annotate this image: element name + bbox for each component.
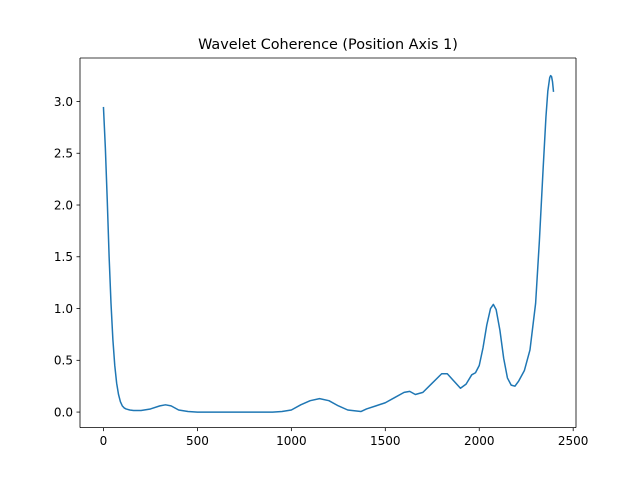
x-tick-label: 0	[100, 434, 108, 448]
y-tick-label: 3.0	[54, 95, 73, 109]
x-tick-label: 2500	[558, 434, 589, 448]
y-tick-label: 0.5	[54, 354, 73, 368]
axes-layer	[79, 57, 577, 429]
y-tick-label: 1.0	[54, 302, 73, 316]
x-tick-label: 1000	[276, 434, 307, 448]
y-tick-label: 2.0	[54, 198, 73, 212]
x-tick-label: 500	[186, 434, 209, 448]
series-layer	[102, 74, 555, 413]
plot-area	[80, 58, 576, 428]
y-tick-label: 0.0	[54, 405, 73, 419]
series-line-0	[102, 74, 555, 413]
x-tick-label: 1500	[370, 434, 401, 448]
y-tick-label: 2.5	[54, 147, 73, 161]
y-axis-ticks: 0.0 0.5 1.0 1.5 2.0 2.5 3.0	[54, 95, 80, 419]
y-tick-label: 1.5	[54, 250, 73, 264]
x-tick-label: 2000	[464, 434, 495, 448]
x-axis-ticks: 0 500 1000 1500 2000 2500	[100, 427, 589, 448]
chart-title: Wavelet Coherence (Position Axis 1)	[198, 37, 458, 53]
